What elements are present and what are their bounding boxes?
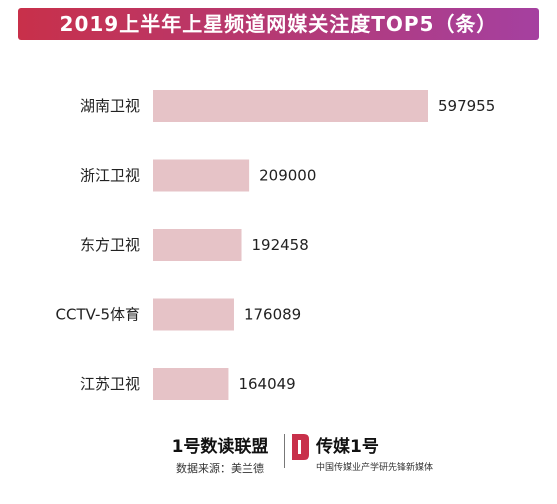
bar bbox=[153, 368, 229, 400]
brand-name-right: 传媒1号 bbox=[316, 437, 379, 457]
data-source: 数据来源：美兰德 bbox=[176, 462, 264, 475]
brand-name-left: 1号数读联盟 bbox=[171, 437, 269, 457]
value-label: 164049 bbox=[238, 375, 295, 393]
category-label: CCTV-5体育 bbox=[56, 306, 140, 324]
value-label: 209000 bbox=[259, 167, 316, 185]
bar bbox=[153, 159, 250, 192]
footer-right: 传媒1号 中国传媒业产学研先锋新媒体 bbox=[316, 432, 433, 473]
bar bbox=[153, 90, 428, 122]
value-label: 176089 bbox=[244, 306, 301, 324]
category-label: 浙江卫视 bbox=[80, 167, 140, 185]
chart-title: 2019上半年上星频道网媒关注度TOP5（条） bbox=[18, 8, 539, 40]
bar-chart: 湖南卫视 597955 浙江卫视 209000 东方卫视 192458 CCTV-5体育 17… bbox=[56, 90, 495, 400]
bar bbox=[153, 229, 242, 261]
media-logo-icon bbox=[292, 434, 309, 460]
bar bbox=[153, 298, 234, 331]
footer-divider bbox=[284, 434, 285, 468]
category-label: 东方卫视 bbox=[80, 236, 140, 254]
category-label: 湖南卫视 bbox=[80, 97, 140, 115]
category-label: 江苏卫视 bbox=[80, 375, 140, 393]
value-label: 597955 bbox=[438, 97, 495, 115]
brand-slogan: 中国传媒业产学研先锋新媒体 bbox=[316, 463, 434, 473]
footer-left: 1号数读联盟 数据来源：美兰德 bbox=[160, 432, 280, 476]
value-label: 192458 bbox=[252, 236, 309, 254]
